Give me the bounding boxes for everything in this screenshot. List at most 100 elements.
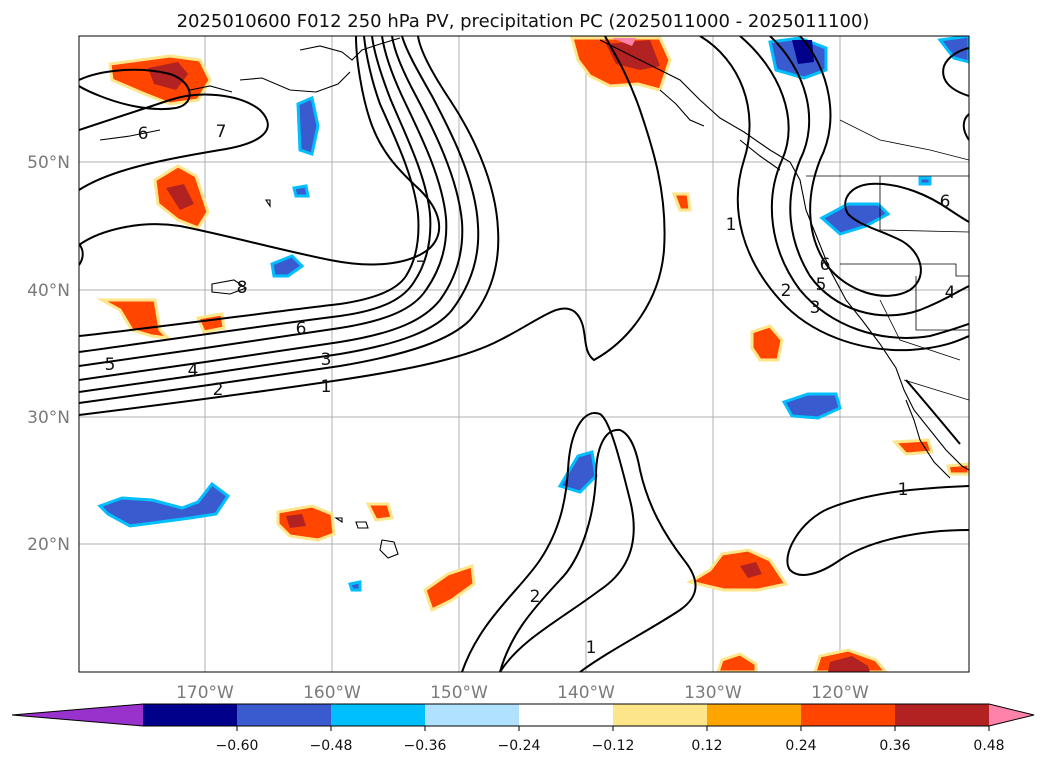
colorbar-outline — [11, 703, 1035, 727]
precip-area — [97, 481, 231, 528]
colorbar: −0.60 −0.48 −0.36 −0.24 −0.12 0.12 0.24 0.36 0.4… — [11, 703, 1035, 754]
border — [839, 119, 969, 161]
lon-tick-label: 120°W — [811, 683, 869, 703]
coastline — [599, 39, 969, 471]
colorbar-cells — [11, 703, 1035, 727]
lon-tick-label: 160°W — [303, 683, 361, 703]
pv-contour — [786, 485, 969, 576]
pv-contour — [79, 36, 432, 353]
lon-tick-label: 140°W — [557, 683, 615, 703]
coastline — [739, 139, 781, 171]
precip-area — [716, 652, 758, 672]
coastline — [334, 517, 343, 524]
precip-core — [148, 62, 188, 90]
pv-contour — [962, 113, 969, 141]
pv-contour — [79, 36, 440, 266]
pv-contour — [79, 36, 464, 381]
contour-label: 5 — [105, 355, 116, 375]
lon-tick-label: 150°W — [430, 683, 488, 703]
precip-area — [348, 580, 362, 592]
contour-label: 1 — [898, 480, 909, 500]
pv-contour — [769, 36, 969, 317]
precip-area — [96, 298, 173, 341]
figure-title: 2025010600 F012 250 hPa PV, precipitatio… — [177, 11, 870, 32]
coastline — [355, 521, 369, 529]
precip-core — [612, 38, 636, 46]
border — [879, 176, 969, 233]
precip-area — [937, 36, 969, 64]
contour-label: 6 — [940, 192, 951, 212]
contour-labels: 6 7 8 7 6 5 4 3 2 1 1 2 3 5 6 6 4 1 2 1 — [105, 122, 956, 658]
coastline — [379, 539, 399, 559]
border — [840, 263, 969, 277]
longitude-tick-labels: 170°W 160°W 150°W 140°W 130°W 120°W — [176, 683, 869, 703]
colorbar-cell — [801, 704, 896, 726]
contour-label: 6 — [296, 319, 307, 339]
contour-label: 7 — [416, 258, 427, 278]
precip-area — [195, 312, 226, 334]
contour-label: 8 — [237, 278, 248, 298]
colorbar-cell — [425, 704, 520, 726]
lon-tick-label: 170°W — [176, 683, 234, 703]
border — [879, 299, 961, 361]
precip-core — [740, 562, 762, 578]
precip-area — [276, 504, 336, 542]
precip-area — [292, 184, 310, 198]
coastline — [99, 129, 161, 141]
coastlines — [99, 37, 969, 559]
precip-area — [557, 450, 598, 494]
colorbar-tick-label: 0.36 — [879, 738, 910, 754]
colorbar-ticks: −0.60 −0.48 −0.36 −0.24 −0.12 0.12 0.24 0.36 0.4… — [216, 726, 1005, 754]
precip-area — [946, 462, 969, 476]
contour-label: 1 — [586, 638, 597, 658]
colorbar-tick-label: −0.60 — [216, 738, 259, 754]
pv-contour — [499, 428, 697, 672]
colorbar-extend-low — [12, 704, 143, 726]
precip-area — [781, 392, 842, 420]
pv-contour — [79, 68, 191, 111]
precip-area — [686, 548, 789, 592]
precip-area — [918, 176, 932, 186]
contour-label: 3 — [810, 298, 821, 318]
lon-tick-label: 130°W — [684, 683, 742, 703]
pv-contour — [79, 36, 480, 393]
contour-label: 2 — [213, 380, 224, 400]
coastline — [905, 399, 951, 479]
colorbar-cell — [331, 704, 426, 726]
colorbar-extend-high — [989, 704, 1034, 726]
coastline — [299, 37, 401, 61]
precip-area — [270, 254, 305, 278]
colorbar-cell — [143, 704, 238, 726]
pv-contour — [461, 412, 635, 672]
pv-contour — [905, 379, 961, 445]
colorbar-cell — [237, 704, 332, 726]
contour-label: 2 — [530, 587, 541, 607]
lat-tick-label: 40°N — [27, 281, 70, 301]
contour-label: 5 — [816, 275, 827, 295]
precip-core — [166, 184, 194, 210]
border — [903, 379, 969, 401]
pv-contour — [79, 36, 500, 404]
precip-core — [828, 656, 870, 672]
pv-contour — [79, 243, 84, 266]
contour-label: 6 — [820, 255, 831, 275]
coastline — [264, 199, 271, 208]
pv-contour — [79, 36, 666, 416]
precip-area — [365, 502, 394, 522]
colorbar-cell — [895, 704, 990, 726]
colorbar-tick-label: 0.24 — [785, 738, 816, 754]
colorbar-tick-label: 0.12 — [691, 738, 722, 754]
coastline — [189, 85, 233, 93]
precip-area — [296, 95, 320, 156]
pv-contour — [79, 36, 448, 367]
contour-label: 6 — [138, 124, 149, 144]
precip-area — [750, 324, 784, 362]
contour-label: 4 — [945, 283, 956, 303]
pv-contour — [79, 36, 420, 337]
contour-label: 1 — [321, 377, 332, 397]
precip-core — [286, 514, 306, 528]
colorbar-tick-label: −0.36 — [404, 738, 447, 754]
colorbar-cell — [613, 704, 708, 726]
colorbar-cell — [707, 704, 802, 726]
map-frame — [79, 36, 969, 672]
